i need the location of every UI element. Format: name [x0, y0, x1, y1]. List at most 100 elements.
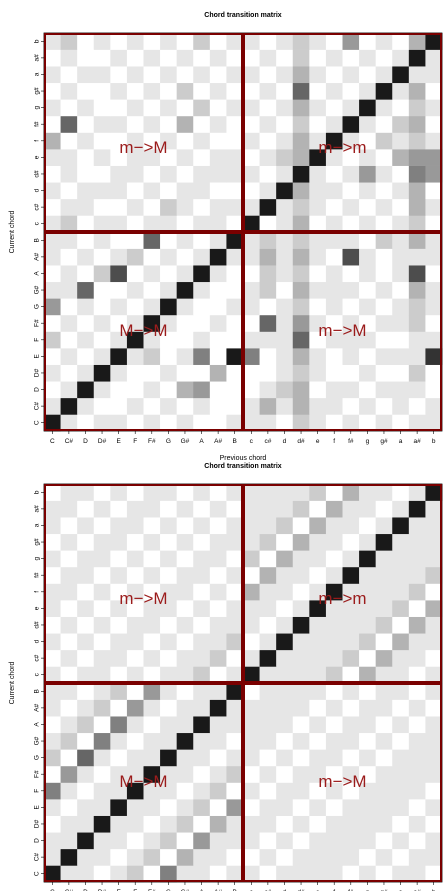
heatmap-cell	[342, 799, 360, 816]
heatmap-cell	[408, 381, 426, 399]
heatmap-cell	[60, 314, 78, 332]
heatmap-cell	[359, 265, 376, 283]
heatmap-cell	[425, 82, 443, 100]
x-tick-label: f#	[348, 438, 354, 445]
x-tick-label: e	[316, 438, 320, 445]
heatmap-cell	[425, 600, 443, 617]
heatmap-cell	[44, 33, 61, 50]
heatmap-cell	[309, 832, 327, 850]
x-tick-label: F#	[148, 889, 156, 891]
heatmap-cell	[44, 749, 61, 767]
heatmap-cell	[143, 765, 161, 783]
heatmap-cell	[309, 500, 327, 518]
heatmap-cell	[209, 633, 227, 651]
heatmap-cell	[276, 49, 294, 67]
heatmap-cell	[160, 815, 177, 833]
heatmap-cell	[375, 182, 393, 200]
heatmap-cell	[44, 848, 61, 866]
heatmap-cell	[375, 832, 393, 850]
heatmap-cell	[292, 215, 310, 233]
heatmap-cell	[77, 517, 95, 535]
heatmap-cell	[60, 248, 78, 266]
heatmap-cell	[342, 616, 360, 634]
heatmap-cell	[292, 49, 310, 67]
heatmap-cell	[209, 848, 227, 866]
heatmap-cell	[259, 381, 277, 399]
heatmap-cell	[176, 533, 194, 551]
y-tick-label: A	[34, 271, 41, 276]
heatmap-cell	[176, 281, 194, 299]
heatmap-cell	[60, 583, 78, 601]
heatmap-cell	[325, 484, 343, 501]
heatmap-cell	[143, 132, 161, 150]
heatmap-cell	[243, 348, 260, 365]
x-tick-label: c	[250, 889, 254, 891]
heatmap-cell	[342, 182, 360, 200]
heatmap-cell	[60, 865, 78, 883]
heatmap-cell	[226, 281, 244, 299]
heatmap-cell	[126, 33, 144, 50]
heatmap-cell	[309, 364, 327, 382]
heatmap-cell	[193, 765, 211, 783]
heatmap-cell	[209, 782, 227, 800]
heatmap-cell	[193, 600, 211, 617]
heatmap-cell	[342, 49, 360, 67]
heatmap-cell	[110, 749, 128, 767]
heatmap-cell	[143, 232, 161, 249]
heatmap-cell	[243, 749, 260, 767]
heatmap-cell	[110, 699, 128, 717]
heatmap-cell	[44, 666, 61, 684]
heatmap-cell	[209, 566, 227, 584]
heatmap-cell	[193, 649, 211, 667]
quadrant-border	[44, 232, 243, 431]
heatmap-cell	[143, 600, 161, 617]
heatmap-cell	[309, 149, 327, 166]
heatmap-cell	[309, 815, 327, 833]
heatmap-cell	[342, 115, 360, 133]
heatmap-cell	[392, 683, 410, 700]
heatmap-cell	[325, 848, 343, 866]
heatmap-cell	[126, 331, 144, 349]
heatmap-cell	[176, 749, 194, 767]
heatmap-cell	[226, 533, 244, 551]
heatmap-cell	[143, 331, 161, 349]
heatmap-cell	[126, 799, 144, 816]
heatmap-cell	[309, 414, 327, 432]
heatmap-cell	[176, 649, 194, 667]
heatmap-cell	[93, 165, 111, 183]
heatmap-cell	[425, 683, 443, 700]
heatmap-cell	[44, 149, 61, 166]
heatmap-cell	[392, 782, 410, 800]
heatmap-cell	[359, 248, 376, 266]
heatmap-cell	[309, 600, 327, 617]
heatmap-cell	[60, 600, 78, 617]
heatmap-cell	[325, 649, 343, 667]
heatmap-cell	[126, 616, 144, 634]
heatmap-cell	[126, 215, 144, 233]
heatmap-cell	[110, 732, 128, 750]
heatmap-cell	[243, 799, 260, 816]
heatmap-cell	[276, 600, 294, 617]
heatmap-cell	[176, 500, 194, 518]
heatmap-cell	[77, 248, 95, 266]
heatmap-cell	[93, 600, 111, 617]
heatmap-cell	[425, 749, 443, 767]
heatmap-cell	[176, 115, 194, 133]
x-tick-label: a#	[414, 889, 422, 891]
heatmap-cell	[243, 716, 260, 734]
heatmap-cell	[160, 683, 177, 700]
heatmap-cell	[176, 848, 194, 866]
heatmap-cell	[209, 331, 227, 349]
heatmap-cell	[160, 115, 177, 133]
heatmap-cell	[77, 749, 95, 767]
heatmap-cell	[44, 799, 61, 816]
heatmap-cell	[243, 633, 260, 651]
heatmap-cell	[243, 115, 260, 133]
heatmap-cell	[77, 381, 95, 399]
heatmap-cell	[408, 799, 426, 816]
heatmap-cell	[60, 82, 78, 100]
heatmap-cell	[243, 298, 260, 316]
heatmap-cell	[359, 782, 376, 800]
heatmap-cell	[110, 397, 128, 415]
heatmap-cell	[375, 600, 393, 617]
